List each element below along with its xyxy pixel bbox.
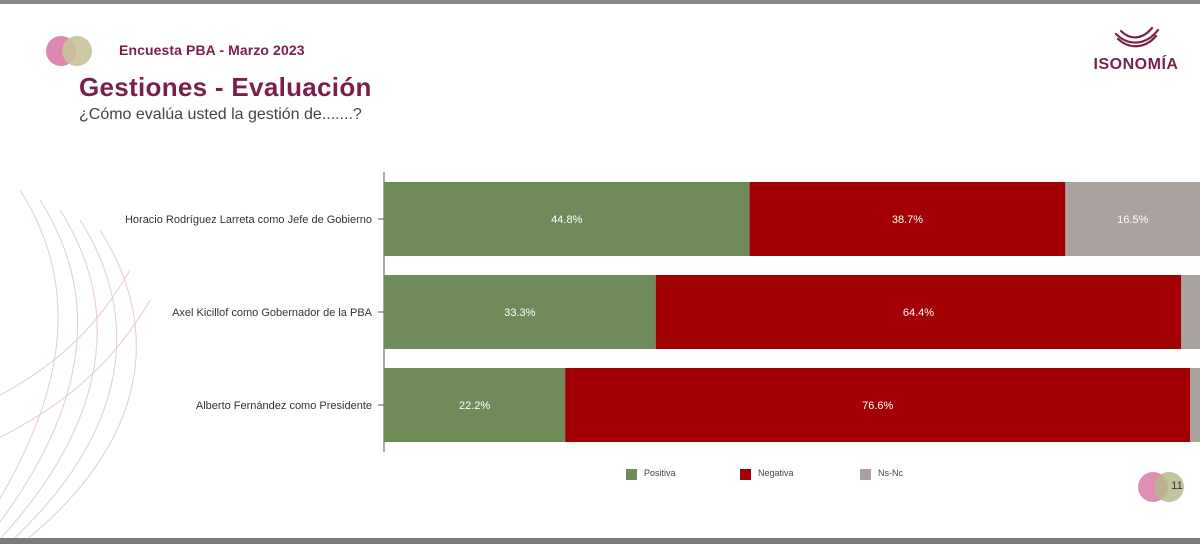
page-title: Gestiones - Evaluación	[79, 72, 372, 102]
bar-segment	[1190, 368, 1200, 442]
header-circles-logo	[46, 36, 110, 66]
legend-swatch	[740, 469, 751, 480]
bar-segment	[565, 368, 1191, 442]
legend-label: Ns-Nc	[878, 468, 903, 478]
bar-segment	[655, 275, 1182, 349]
bar-segment	[749, 182, 1066, 256]
data-label: 38.7%	[892, 214, 923, 226]
page-badge: 11	[1138, 472, 1198, 502]
survey-name: Encuesta PBA - Marzo 2023	[119, 42, 305, 58]
brand-logo: ISONOMÍA	[1078, 26, 1194, 80]
category-label: Horacio Rodríguez Larreta como Jefe de G…	[125, 214, 372, 226]
legend-swatch	[860, 469, 871, 480]
bar-segment	[384, 368, 566, 442]
bar-segment	[1065, 182, 1200, 256]
data-label: 76.6%	[862, 400, 893, 412]
data-label: 22.2%	[459, 400, 490, 412]
bar-segment	[384, 182, 750, 256]
category-label: Axel Kicillof como Gobernador de la PBA	[172, 307, 373, 319]
bottom-frame-line	[0, 538, 1200, 544]
bar-segment	[1181, 275, 1200, 349]
legend-label: Positiva	[644, 468, 676, 478]
data-label: 64.4%	[903, 307, 934, 319]
top-frame-line	[0, 0, 1200, 4]
data-label: 16.5%	[1117, 214, 1148, 226]
category-label: Alberto Fernández como Presidente	[196, 400, 372, 412]
legend-swatch	[626, 469, 637, 480]
data-label: 44.8%	[551, 214, 582, 226]
bar-segment	[384, 275, 656, 349]
data-label: 33.3%	[504, 307, 535, 319]
question-text: ¿Cómo evalúa usted la gestión de.......?	[79, 106, 362, 123]
logo-text: ISONOMÍA	[1093, 56, 1179, 73]
page-number: 11	[1171, 480, 1183, 492]
legend-label: Negativa	[758, 468, 794, 478]
logo-waves-icon	[1114, 26, 1160, 48]
